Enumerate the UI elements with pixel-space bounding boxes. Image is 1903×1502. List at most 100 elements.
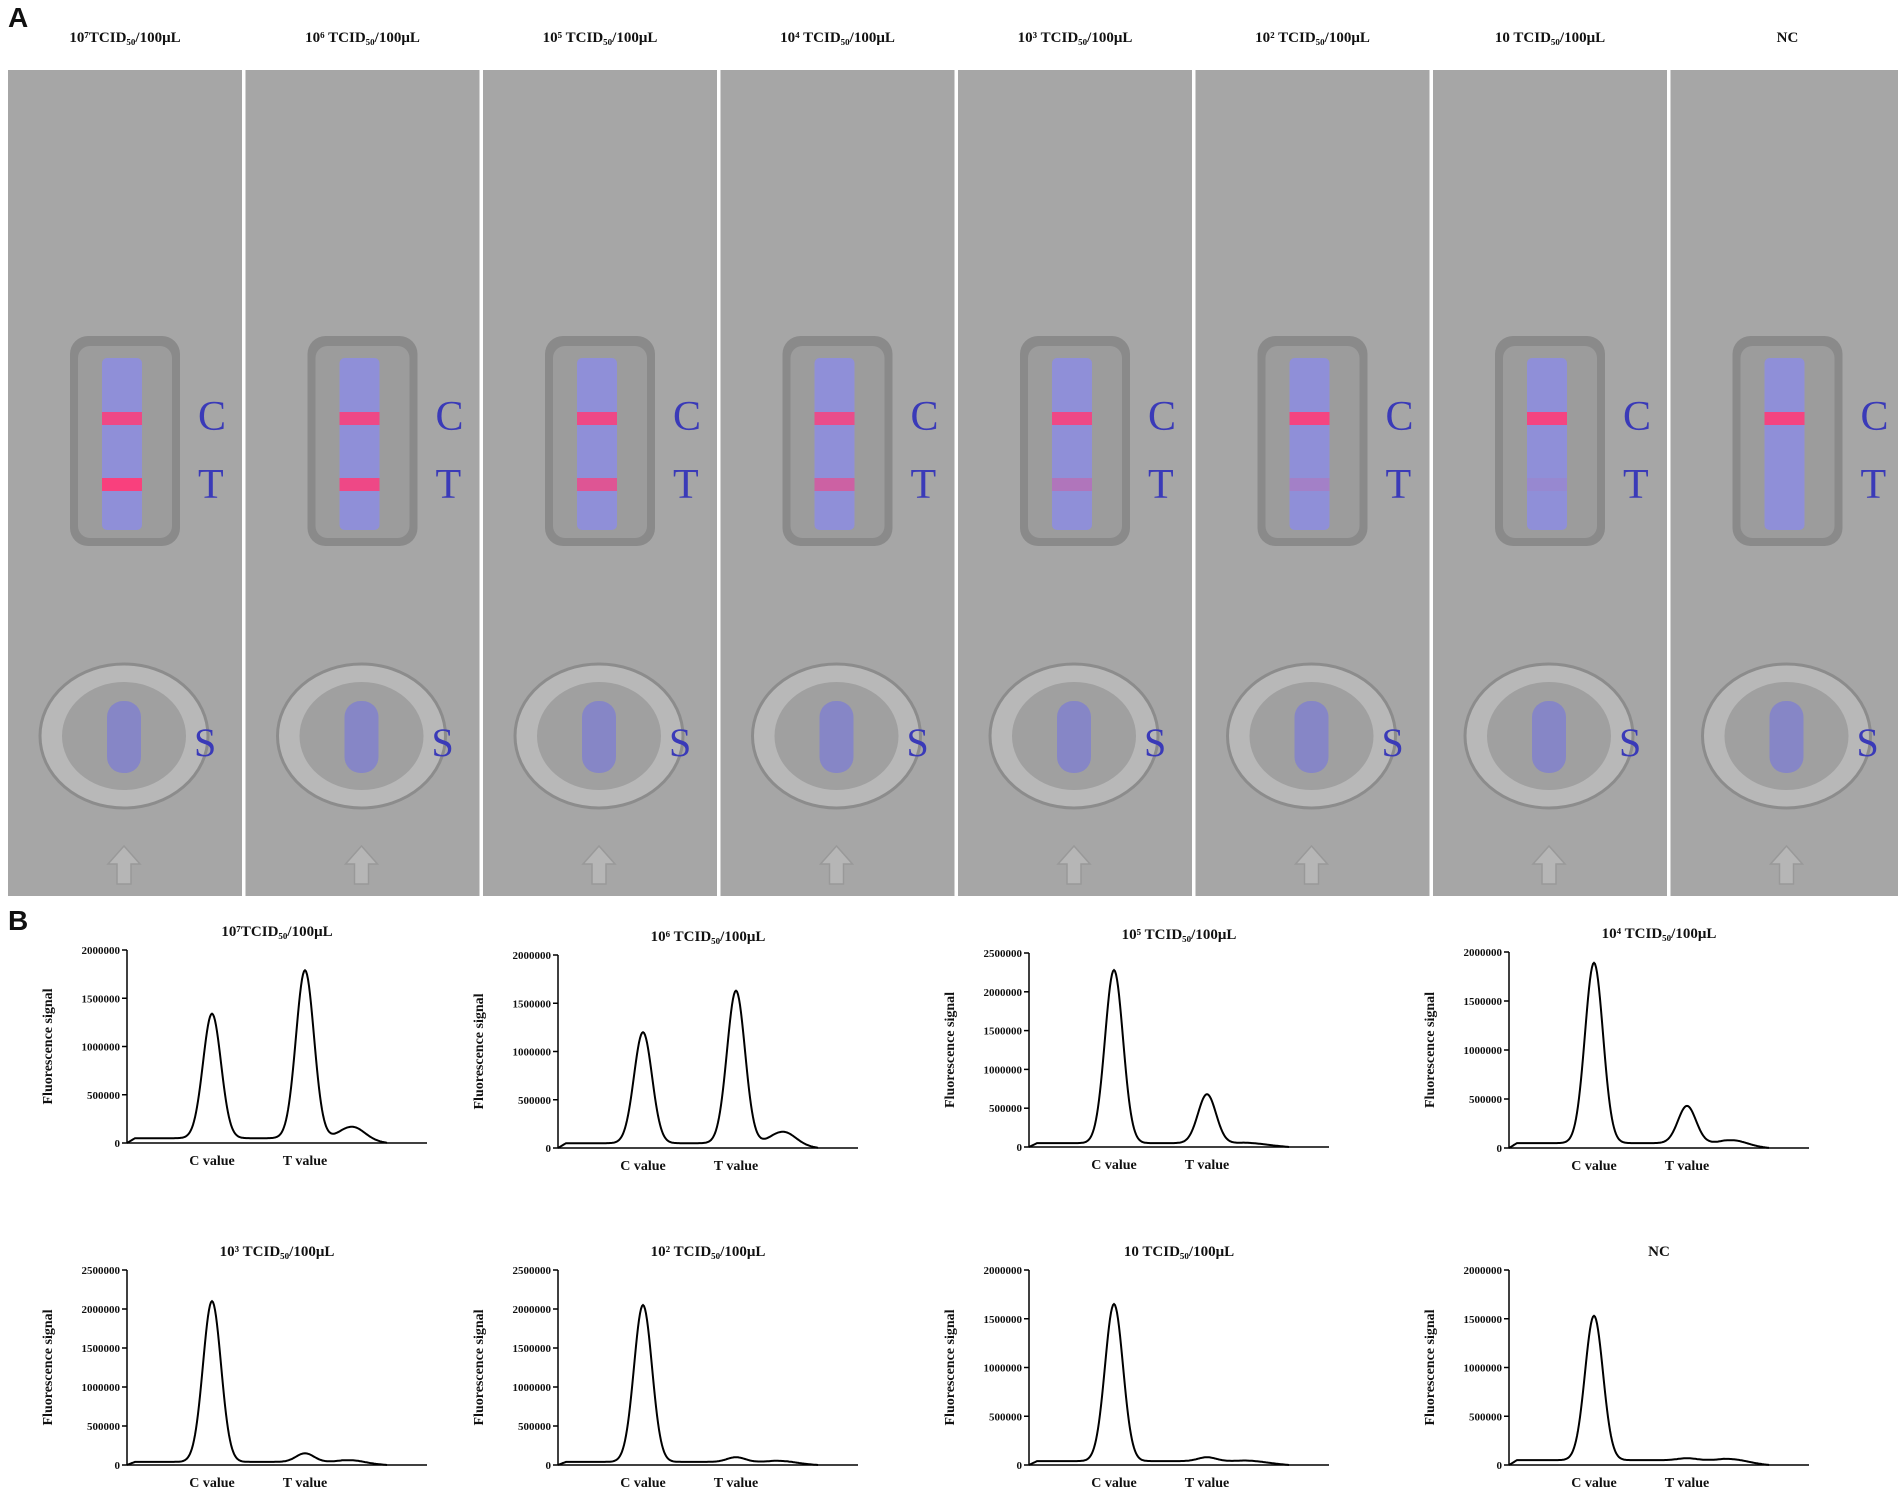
- s-mark: S: [1382, 720, 1404, 765]
- y-tick-label: 2000000: [984, 987, 1023, 999]
- sample-pad: [1769, 701, 1804, 773]
- y-tick-label: 1500000: [984, 1026, 1023, 1038]
- y-tick-label: 1500000: [82, 993, 121, 1005]
- y-tick-label: 500000: [1469, 1411, 1503, 1423]
- result-window: [1527, 358, 1567, 530]
- y-axis-label: Fluorescence signal: [943, 992, 958, 1108]
- chart-title: 10³ TCID₅₀/100μL: [220, 1244, 335, 1260]
- y-tick-label: 1500000: [513, 1343, 552, 1355]
- chart-title: 10⁶ TCID₅₀/100μL: [651, 929, 766, 945]
- y-tick-label: 0: [546, 1143, 552, 1155]
- x-label-t: T value: [1665, 1476, 1709, 1491]
- panel-b-letter: B: [8, 905, 29, 936]
- y-tick-label: 2000000: [984, 1265, 1023, 1277]
- panel-a-letter: A: [8, 2, 29, 33]
- s-mark: S: [194, 720, 216, 765]
- test-strip: 10⁴ TCID₅₀/100μL CT S: [720, 30, 955, 896]
- c-band: [102, 412, 142, 425]
- x-label-t: T value: [714, 1476, 758, 1491]
- signal-curve: [1508, 961, 1770, 1149]
- signal-curve: [557, 989, 819, 1149]
- c-mark: C: [1861, 394, 1889, 440]
- chart-title: 10 TCID₅₀/100μL: [1124, 1244, 1234, 1260]
- y-tick-label: 1000000: [513, 1382, 552, 1394]
- x-label-t: T value: [283, 1476, 327, 1491]
- y-axis-label: Fluorescence signal: [472, 1309, 487, 1425]
- y-tick-label: 1000000: [984, 1064, 1023, 1076]
- signal-curve: [557, 1303, 819, 1466]
- c-mark: C: [673, 394, 701, 440]
- y-axis-label: Fluorescence signal: [41, 1309, 56, 1425]
- sample-pad: [582, 701, 616, 773]
- sample-pad: [107, 701, 141, 773]
- s-mark: S: [1857, 720, 1879, 765]
- y-tick-label: 1500000: [82, 1343, 121, 1355]
- c-mark: C: [198, 394, 226, 440]
- test-strip: 10² TCID₅₀/100μL CT S: [1195, 30, 1430, 896]
- y-tick-label: 500000: [518, 1421, 552, 1433]
- y-axis-label: Fluorescence signal: [472, 993, 487, 1109]
- y-tick-label: 1000000: [1464, 1045, 1503, 1057]
- strip-label: 10 TCID₅₀/100μL: [1495, 30, 1605, 46]
- t-mark: T: [1623, 462, 1649, 508]
- strip-label: 10⁴ TCID₅₀/100μL: [780, 30, 895, 46]
- s-mark: S: [432, 720, 454, 765]
- sample-pad: [819, 701, 854, 773]
- c-band: [814, 412, 855, 425]
- arrow-icon: [1768, 844, 1805, 885]
- signal-curve: [1508, 1314, 1770, 1466]
- x-label-t: T value: [1185, 1158, 1229, 1173]
- result-window: [814, 358, 855, 530]
- result-window: [1764, 358, 1805, 530]
- arrow-icon: [1531, 844, 1567, 885]
- y-tick-label: 500000: [518, 1095, 552, 1107]
- y-tick-label: 500000: [87, 1090, 121, 1102]
- y-tick-label: 1500000: [1464, 996, 1503, 1008]
- y-tick-label: 2000000: [513, 1304, 552, 1316]
- c-band: [1527, 412, 1567, 425]
- result-window: [1052, 358, 1092, 530]
- y-axis-label: Fluorescence signal: [1423, 1309, 1438, 1425]
- y-tick-label: 2000000: [1464, 947, 1503, 959]
- y-tick-label: 1000000: [82, 1382, 121, 1394]
- x-label-t: T value: [714, 1159, 758, 1174]
- y-axis-label: Fluorescence signal: [41, 988, 56, 1104]
- t-band: [1527, 478, 1567, 491]
- y-tick-label: 0: [1497, 1460, 1503, 1472]
- t-band: [1289, 478, 1330, 491]
- y-tick-label: 0: [1497, 1143, 1503, 1155]
- chart-title: NC: [1648, 1244, 1670, 1260]
- t-band: [1052, 478, 1092, 491]
- y-tick-label: 1000000: [82, 1042, 121, 1054]
- arrow-icon: [343, 844, 380, 885]
- c-band: [577, 412, 617, 425]
- x-label-c: C value: [189, 1154, 235, 1169]
- t-mark: T: [911, 462, 937, 508]
- y-tick-label: 2000000: [82, 945, 121, 957]
- c-mark: C: [1623, 394, 1651, 440]
- y-tick-label: 500000: [989, 1103, 1023, 1115]
- x-label-c: C value: [1571, 1159, 1617, 1174]
- signal-curve: [126, 1299, 388, 1466]
- c-mark: C: [1386, 394, 1414, 440]
- x-label-t: T value: [1185, 1476, 1229, 1491]
- x-label-t: T value: [283, 1154, 327, 1169]
- chart-title: 10⁴ TCID₅₀/100μL: [1602, 926, 1717, 942]
- x-label-t: T value: [1665, 1159, 1709, 1174]
- y-tick-label: 1500000: [984, 1314, 1023, 1326]
- c-band: [1289, 412, 1330, 425]
- sample-pad: [1057, 701, 1091, 773]
- t-band: [814, 478, 855, 491]
- result-window: [339, 358, 380, 530]
- panel-b-charts: 0 500000 1000000 1500000 2000000 Fluorescence…: [41, 924, 1809, 1491]
- c-mark: C: [1148, 394, 1176, 440]
- t-mark: T: [1861, 462, 1887, 508]
- test-strip: 10⁷TCID₅₀/100μL CT S: [8, 30, 242, 896]
- t-mark: T: [198, 462, 224, 508]
- strip-label: 10³ TCID₅₀/100μL: [1018, 30, 1133, 46]
- c-band: [1764, 412, 1805, 425]
- chart-title: 10⁷TCID₅₀/100μL: [221, 924, 332, 940]
- t-mark: T: [436, 462, 462, 508]
- s-mark: S: [1619, 720, 1641, 765]
- chart-title: 10⁵ TCID₅₀/100μL: [1122, 927, 1237, 943]
